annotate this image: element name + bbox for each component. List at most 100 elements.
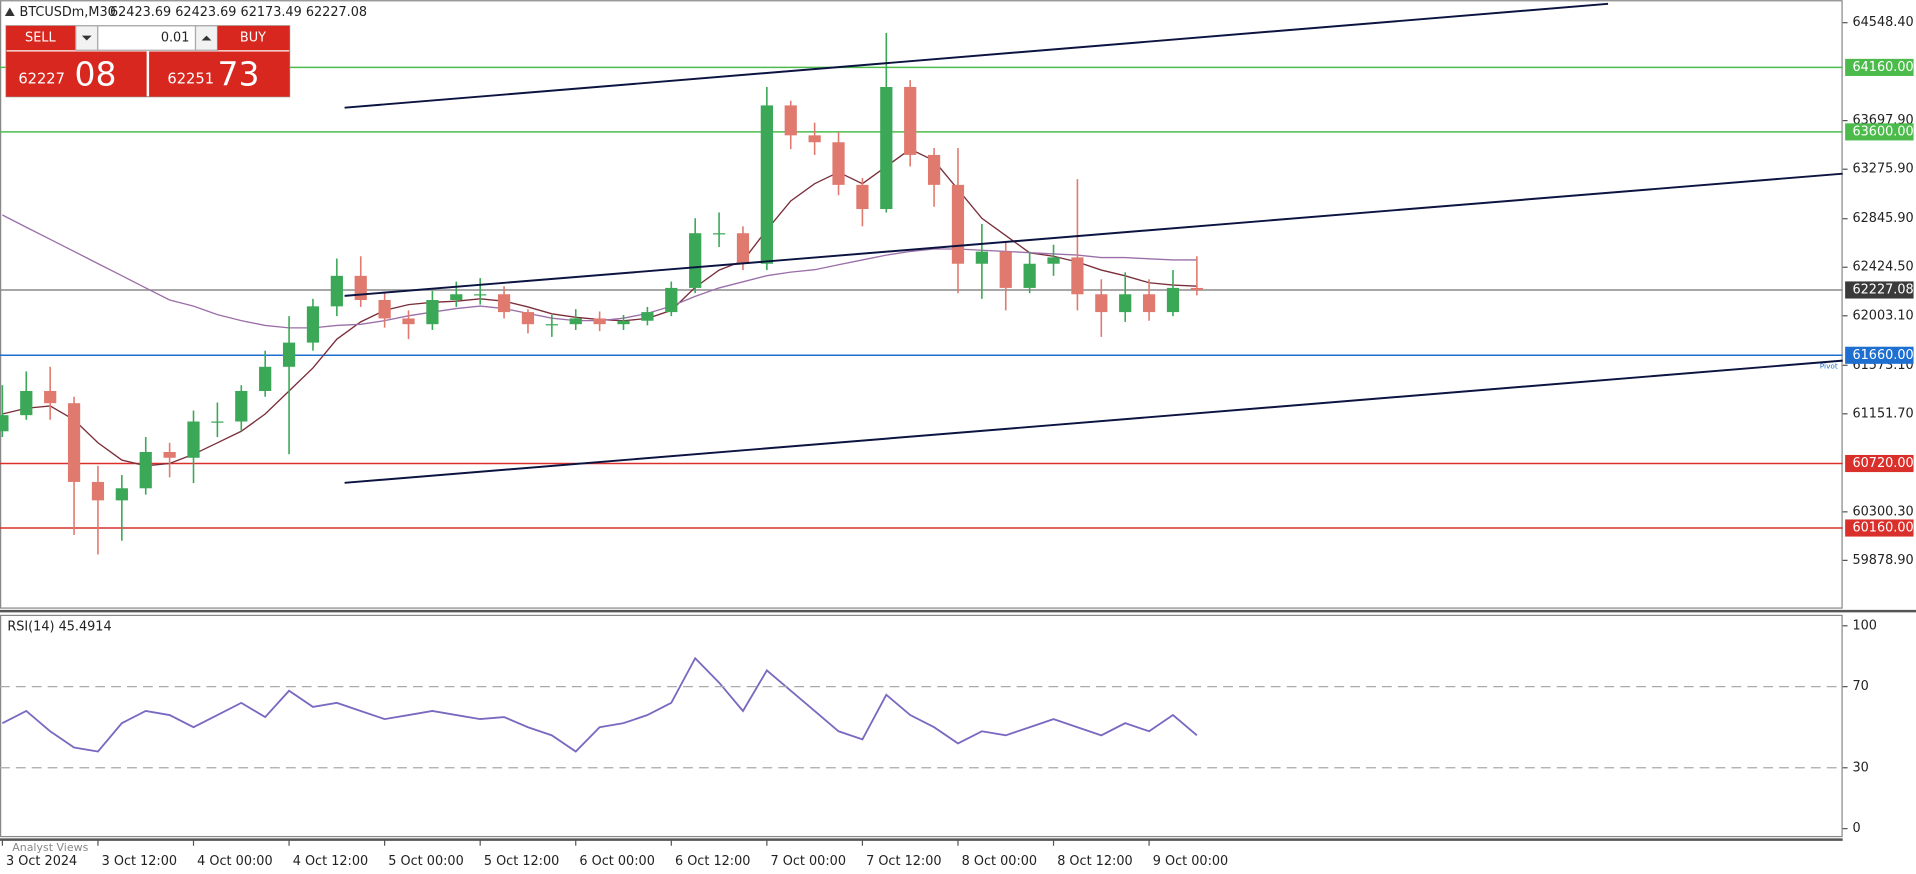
y-tick-label: 30 [1852, 760, 1868, 775]
candle-body [402, 318, 415, 325]
candle-body [999, 251, 1012, 288]
candle-body [808, 135, 821, 143]
sell-label[interactable]: SELL [25, 31, 56, 46]
candle-body [211, 421, 224, 423]
y-tick-label: 62003.10 [1852, 308, 1913, 323]
bid-main: 62227 [18, 71, 65, 88]
y-tick-label: 63275.90 [1852, 162, 1913, 177]
main-panel-border [0, 0, 1843, 609]
x-tick-label: 7 Oct 12:00 [866, 854, 941, 869]
ask-pips: 73 [218, 54, 260, 93]
price-level-label: 61660.00 [1852, 348, 1913, 363]
up-arrow [201, 35, 212, 41]
candle-body [1095, 294, 1108, 313]
candle-body [91, 481, 105, 501]
candle-body [1023, 263, 1036, 288]
price-level-box [1845, 58, 1914, 76]
candle-body [1071, 257, 1084, 295]
candle-body [665, 287, 678, 313]
candle-body [282, 342, 296, 367]
footer-tab[interactable]: Analyst Views [12, 841, 88, 854]
x-tick-label: 8 Oct 00:00 [962, 854, 1037, 869]
candle-body [44, 390, 57, 404]
candle-body [0, 415, 9, 432]
candle-body [951, 184, 965, 264]
ask-main: 62251 [167, 71, 214, 88]
y-tick-label: 60300.30 [1852, 504, 1913, 519]
y-tick-label: 59878.90 [1852, 553, 1913, 568]
candle-body [1166, 287, 1180, 313]
candle-body [832, 142, 845, 185]
candle-body [330, 275, 343, 307]
candle-body [545, 324, 558, 326]
x-tick-label: 7 Oct 00:00 [771, 854, 846, 869]
candle-body [856, 184, 869, 210]
price-level-tag: Pivot [1820, 361, 1838, 370]
x-tick-label: 8 Oct 12:00 [1057, 854, 1132, 869]
rsi-panel-border [0, 614, 1843, 838]
candle-body [975, 251, 988, 264]
candle-body [115, 488, 128, 501]
buy-button[interactable] [217, 25, 290, 51]
x-tick-label: 3 Oct 12:00 [102, 854, 177, 869]
candle-body [927, 154, 941, 185]
buy-label[interactable]: BUY [240, 31, 266, 46]
candle-body [784, 105, 797, 136]
candle-body [426, 300, 439, 325]
candle-body [689, 233, 702, 288]
y-tick-label: 62845.90 [1852, 211, 1913, 226]
candle-body [20, 390, 33, 416]
candle-body [880, 86, 893, 210]
candle-body [306, 306, 320, 343]
price-level-label: 63600.00 [1852, 124, 1913, 139]
candle-body [1190, 287, 1203, 290]
symbol-icon [4, 7, 15, 17]
sell-button[interactable] [6, 25, 76, 51]
x-tick-label: 5 Oct 12:00 [484, 854, 559, 869]
volume-value[interactable]: 0.01 [161, 31, 190, 46]
candle-body [497, 294, 511, 313]
candle-body [259, 366, 272, 391]
price-level-label: 60720.00 [1852, 456, 1913, 471]
candle-body [569, 318, 582, 325]
price-level-box [1845, 281, 1914, 299]
channel-line [344, 2, 1609, 109]
candle-body [1047, 257, 1060, 264]
ohlc-readout: 62423.69 62423.69 62173.49 62227.08 [110, 5, 367, 20]
candles [0, 32, 1203, 555]
x-tick-label: 5 Oct 00:00 [388, 854, 463, 869]
ask-box[interactable] [149, 51, 290, 97]
price-level-box [1845, 346, 1914, 364]
candle-body [736, 233, 750, 264]
x-tick-label: 3 Oct 2024 [6, 854, 77, 869]
x-tick-label: 4 Oct 12:00 [293, 854, 368, 869]
rsi-line [1, 656, 1198, 753]
volume-field[interactable] [97, 25, 197, 51]
candle-body [617, 320, 630, 325]
y-tick-label: 100 [1852, 618, 1876, 633]
bid-box[interactable] [6, 51, 147, 97]
y-tick-label: 61151.70 [1852, 406, 1913, 421]
y-tick-label: 0 [1852, 821, 1860, 836]
rsi-title: RSI(14) 45.4914 [7, 620, 111, 635]
candle-body [354, 275, 367, 301]
candle-body [1119, 294, 1132, 313]
trade-panel: SELL 0.01 BUY 62227 08 62251 73 [5, 25, 291, 98]
axes: 64548.4063697.9063275.9062845.9062424.50… [0, 15, 1914, 869]
x-tick-label: 6 Oct 00:00 [579, 854, 654, 869]
channel-line [344, 359, 1843, 484]
candle-body [760, 105, 773, 264]
price-level-label: 62227.08 [1852, 282, 1913, 297]
candle-body [1142, 294, 1156, 313]
candle-body [474, 294, 487, 296]
price-level-box [1845, 123, 1914, 141]
x-tick-label: 6 Oct 12:00 [675, 854, 750, 869]
candle-body [187, 421, 200, 458]
candle-body [593, 318, 606, 325]
y-tick-label: 64548.40 [1852, 15, 1913, 30]
candle-body [67, 403, 81, 482]
candle-body [450, 294, 463, 301]
